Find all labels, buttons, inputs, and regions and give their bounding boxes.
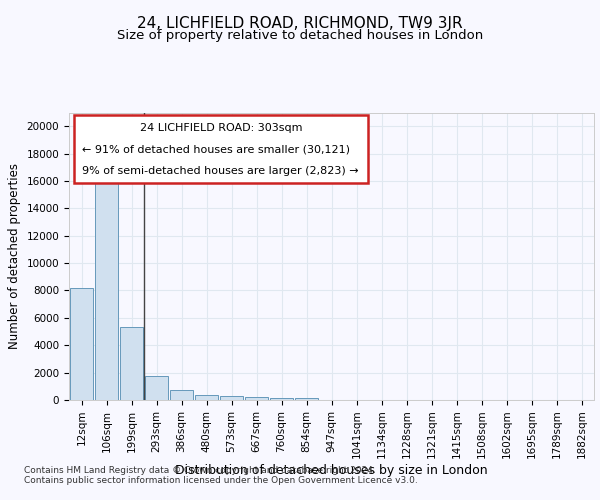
Bar [119, 328, 143, 400]
X-axis label: Distribution of detached houses by size in London: Distribution of detached houses by size … [175, 464, 488, 477]
Text: Contains HM Land Registry data © Crown copyright and database right 2024.: Contains HM Land Registry data © Crown c… [24, 466, 376, 475]
Bar [245, 398, 268, 400]
Y-axis label: Number of detached properties: Number of detached properties [8, 163, 21, 350]
FancyBboxPatch shape [74, 116, 368, 183]
Bar [295, 398, 319, 400]
Text: 24 LICHFIELD ROAD: 303sqm: 24 LICHFIELD ROAD: 303sqm [140, 122, 302, 132]
Text: ← 91% of detached houses are smaller (30,121): ← 91% of detached houses are smaller (30… [82, 144, 350, 154]
Text: 24, LICHFIELD ROAD, RICHMOND, TW9 3JR: 24, LICHFIELD ROAD, RICHMOND, TW9 3JR [137, 16, 463, 31]
Bar [70, 288, 94, 400]
Bar [269, 398, 293, 400]
Text: 9% of semi-detached houses are larger (2,823) →: 9% of semi-detached houses are larger (2… [82, 166, 359, 176]
Bar [194, 395, 218, 400]
Text: Size of property relative to detached houses in London: Size of property relative to detached ho… [117, 28, 483, 42]
Text: Contains public sector information licensed under the Open Government Licence v3: Contains public sector information licen… [24, 476, 418, 485]
Bar [170, 390, 193, 400]
Bar [145, 376, 169, 400]
Bar [95, 172, 118, 400]
Bar [220, 396, 244, 400]
